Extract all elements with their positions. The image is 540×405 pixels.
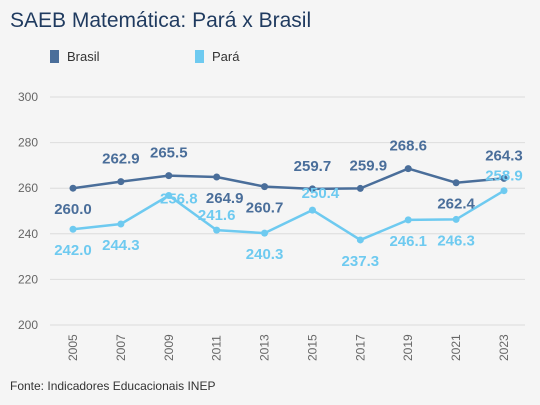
x-tick-label: 2019 bbox=[401, 334, 415, 361]
data-label-brasil: 264.3 bbox=[485, 147, 523, 164]
legend-item-para: Pará bbox=[195, 49, 239, 64]
data-label-para: 256.8 bbox=[160, 190, 198, 207]
y-tick-label: 260 bbox=[18, 181, 38, 195]
data-point-para bbox=[356, 236, 364, 244]
data-label-para: 244.3 bbox=[102, 237, 140, 254]
legend-label-para: Pará bbox=[212, 49, 240, 64]
y-tick-label: 280 bbox=[18, 136, 38, 150]
data-point-brasil bbox=[165, 172, 173, 180]
x-tick-label: 2013 bbox=[258, 334, 272, 361]
data-point-brasil bbox=[356, 184, 364, 192]
data-label-brasil: 262.9 bbox=[102, 151, 140, 168]
data-point-brasil bbox=[308, 185, 316, 193]
data-label-brasil: 264.9 bbox=[206, 190, 244, 207]
data-point-para bbox=[117, 220, 125, 228]
legend-swatch-brasil bbox=[50, 50, 59, 63]
legend-label-brasil: Brasil bbox=[67, 49, 100, 64]
x-tick-label: 2021 bbox=[449, 334, 463, 361]
source-note: Fonte: Indicadores Educacionais INEP bbox=[10, 379, 216, 393]
x-tick-label: 2023 bbox=[497, 334, 511, 361]
data-label-brasil: 259.9 bbox=[350, 157, 388, 174]
data-point-para bbox=[500, 187, 508, 195]
data-point-brasil bbox=[404, 165, 412, 173]
y-tick-label: 220 bbox=[18, 272, 38, 286]
x-tick-label: 2011 bbox=[210, 335, 224, 361]
y-tick-label: 200 bbox=[18, 318, 38, 332]
data-label-brasil: 268.6 bbox=[389, 138, 427, 155]
data-label-brasil: 260.7 bbox=[246, 200, 284, 217]
data-point-brasil bbox=[213, 173, 221, 181]
data-label-para: 246.1 bbox=[389, 233, 427, 250]
data-label-para: 258.9 bbox=[485, 168, 523, 185]
x-tick-label: 2005 bbox=[66, 334, 80, 361]
y-tick-label: 300 bbox=[18, 90, 38, 104]
data-label-para: 250.4 bbox=[302, 185, 340, 202]
data-label-para: 237.3 bbox=[342, 253, 380, 270]
data-point-brasil bbox=[452, 179, 460, 187]
x-tick-label: 2009 bbox=[162, 334, 176, 361]
legend-item-brasil: Brasil bbox=[50, 49, 100, 64]
data-label-brasil: 259.7 bbox=[294, 158, 332, 175]
x-tick-label: 2015 bbox=[305, 334, 319, 361]
data-point-brasil bbox=[500, 174, 508, 182]
legend-swatch-para bbox=[195, 50, 204, 63]
series-line-brasil bbox=[72, 167, 505, 191]
data-label-para: 240.3 bbox=[246, 246, 284, 263]
data-point-brasil bbox=[117, 178, 125, 186]
data-point-brasil bbox=[261, 183, 269, 191]
series-line-para bbox=[72, 189, 505, 242]
y-tick-label: 240 bbox=[18, 227, 38, 241]
data-point-para bbox=[165, 191, 173, 199]
data-point-para bbox=[404, 216, 412, 224]
data-label-brasil: 260.0 bbox=[54, 201, 92, 218]
data-point-para bbox=[69, 225, 77, 233]
x-tick-label: 2017 bbox=[353, 334, 367, 361]
data-label-para: 241.6 bbox=[198, 207, 236, 224]
data-point-para bbox=[261, 229, 269, 237]
chart-title: SAEB Matemática: Pará x Brasil bbox=[10, 9, 312, 32]
data-point-para bbox=[308, 206, 316, 214]
data-label-para: 246.3 bbox=[437, 232, 475, 249]
data-point-para bbox=[213, 226, 221, 234]
x-tick-label: 2007 bbox=[114, 334, 128, 361]
data-label-brasil: 262.4 bbox=[437, 196, 475, 213]
data-point-brasil bbox=[69, 184, 77, 192]
data-point-para bbox=[452, 215, 460, 223]
data-label-brasil: 265.5 bbox=[150, 145, 188, 162]
data-label-para: 242.0 bbox=[54, 242, 92, 259]
